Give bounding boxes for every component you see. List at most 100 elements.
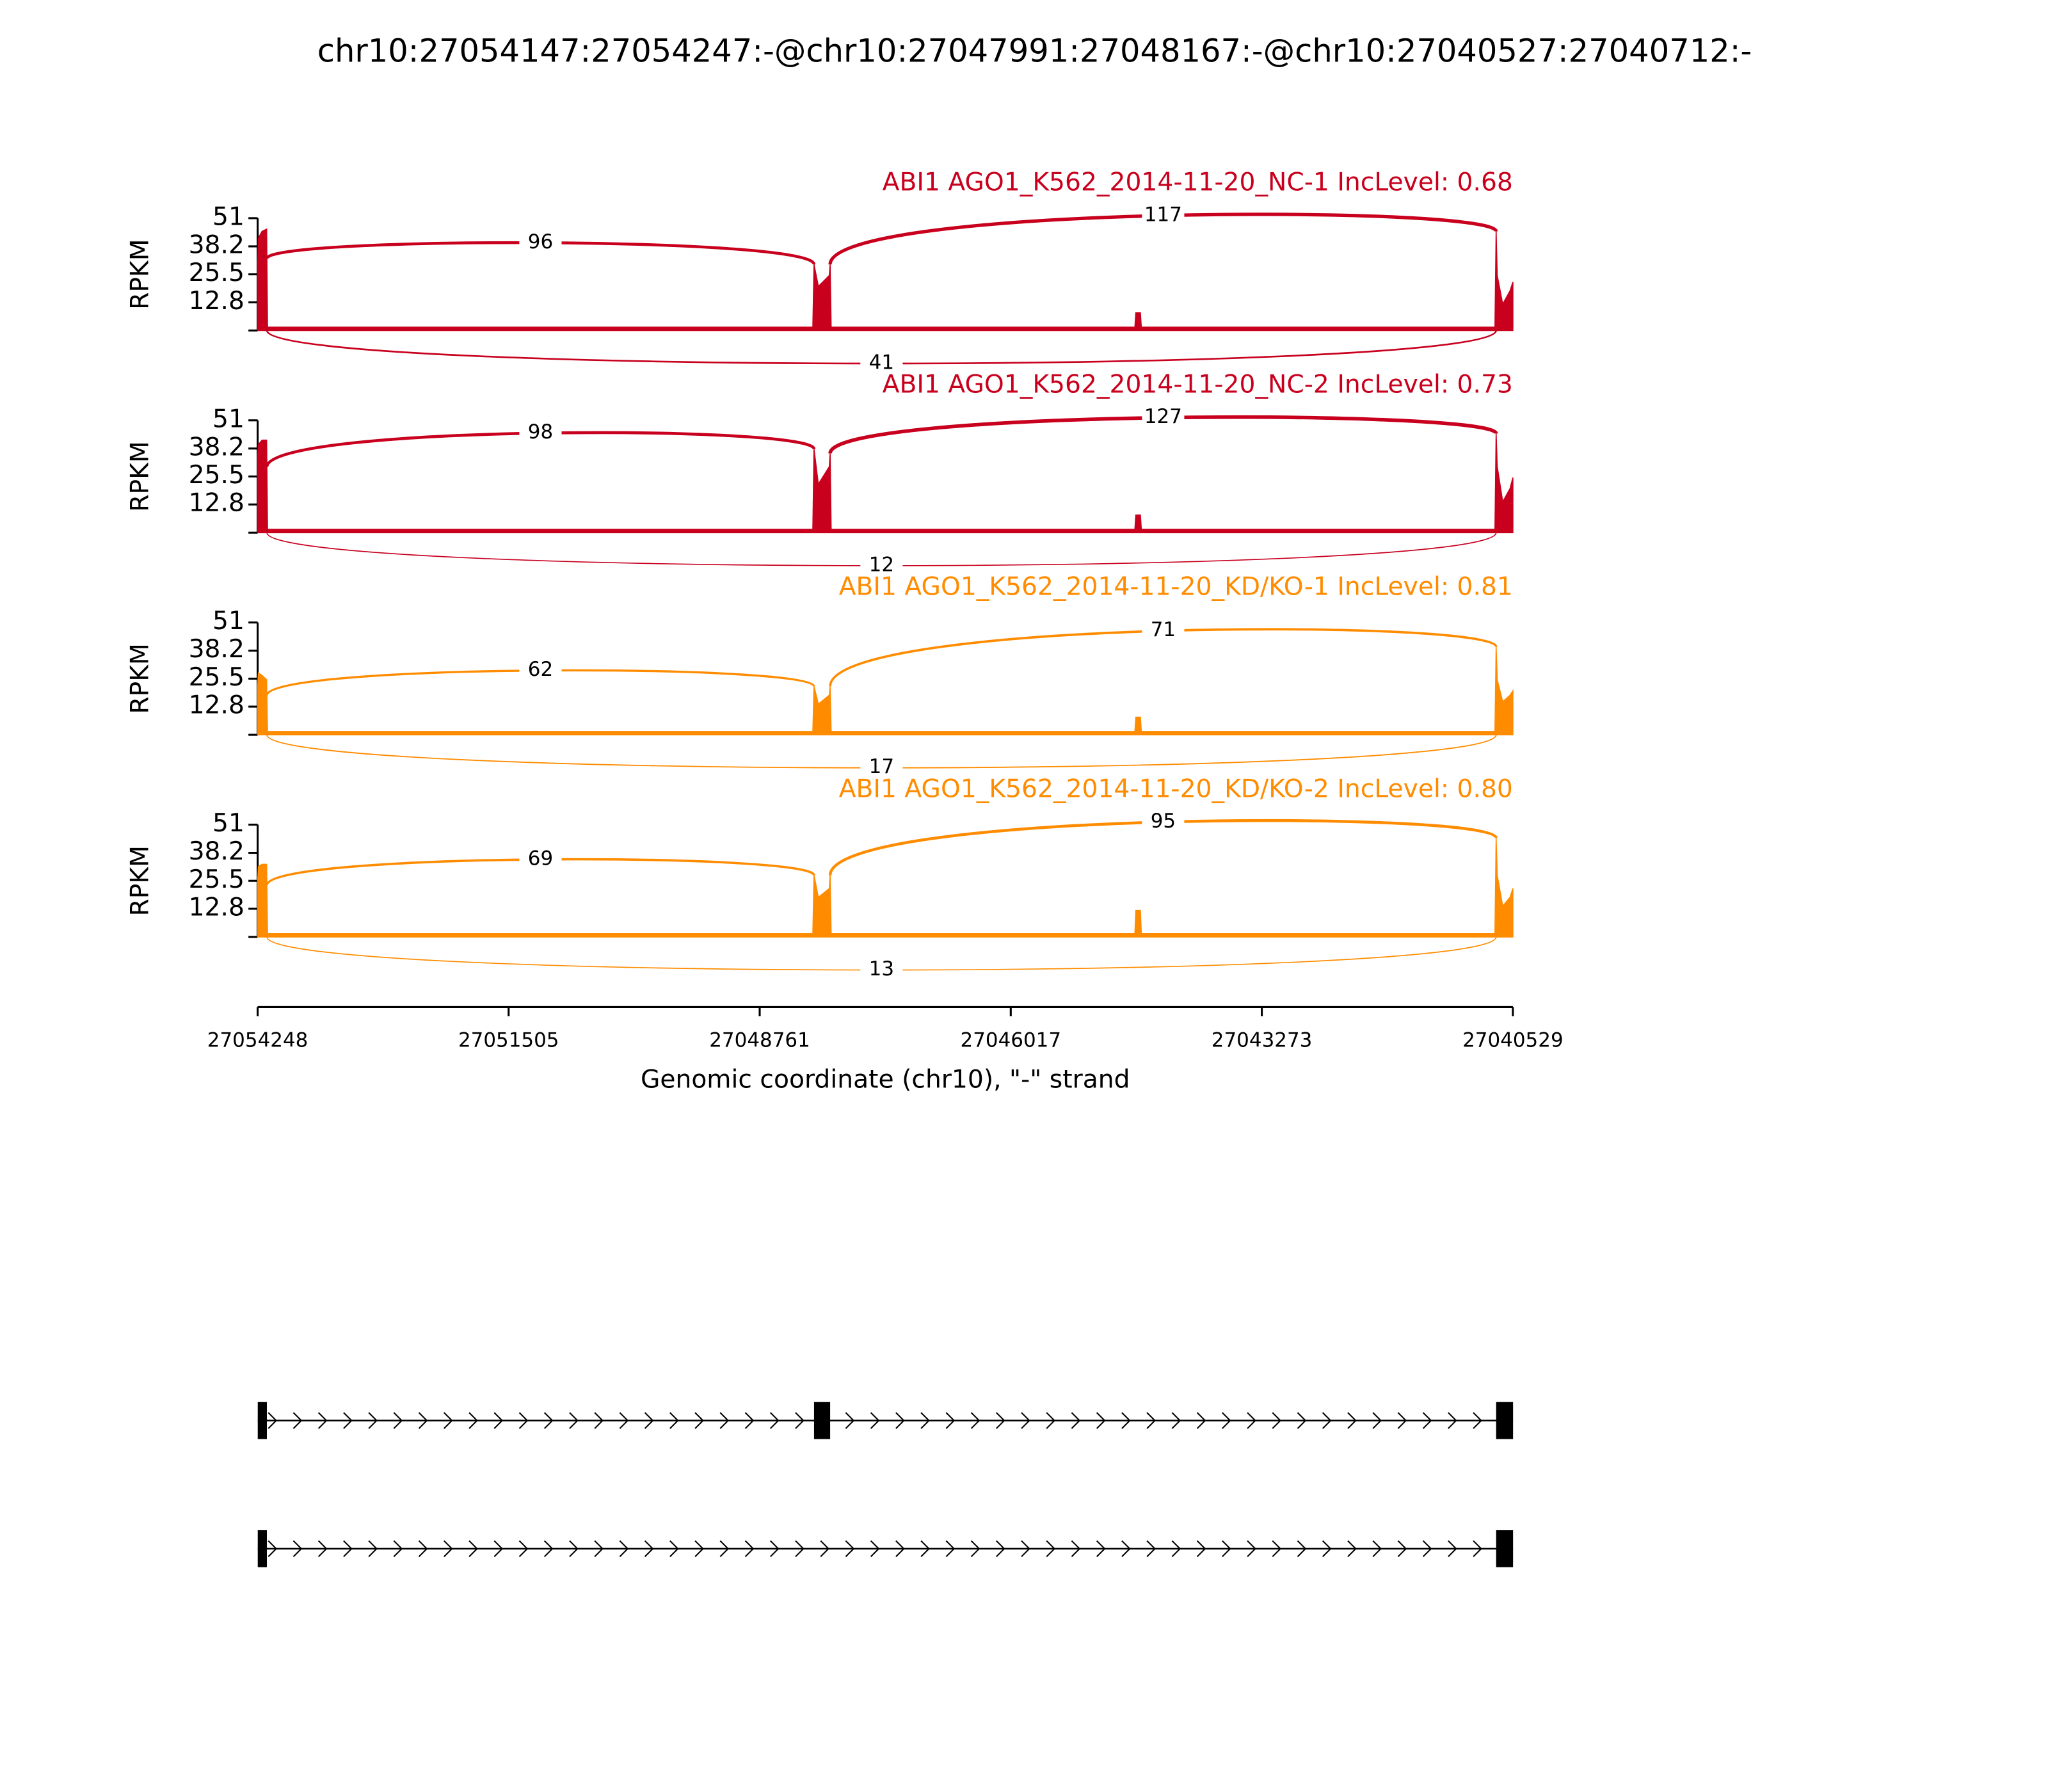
strand-arrow — [1046, 1412, 1056, 1429]
y-tick-label: 51 — [212, 404, 244, 433]
strand-arrow — [1222, 1412, 1231, 1429]
strand-arrow — [694, 1540, 704, 1557]
strand-arrow — [292, 1412, 303, 1429]
strand-arrow — [268, 1540, 278, 1557]
strand-arrow — [970, 1412, 980, 1429]
strand-arrow — [518, 1540, 529, 1557]
strand-arrow — [1021, 1540, 1030, 1557]
y-axis-label: RPKM — [125, 643, 154, 714]
coverage-area — [257, 228, 1514, 332]
junction-label-bg — [860, 353, 903, 374]
strand-arrow — [644, 1412, 654, 1429]
strand-arrow — [418, 1540, 428, 1557]
y-tick-label: 12.8 — [189, 893, 244, 922]
strand-arrow — [996, 1540, 1005, 1557]
y-tick-label: 51 — [212, 809, 244, 838]
junction-label-bg — [1142, 407, 1185, 429]
strand-arrow — [1322, 1412, 1332, 1429]
strand-arrow — [870, 1540, 880, 1557]
strand-arrow — [1121, 1540, 1131, 1557]
exon — [813, 1402, 831, 1439]
y-axis-label: RPKM — [125, 239, 154, 309]
y-tick-label: 38.2 — [189, 433, 244, 461]
junction-label: 95 — [1151, 810, 1176, 833]
junction-label: 41 — [869, 351, 894, 374]
junction-label-bg — [1142, 811, 1185, 833]
strand-arrow — [1121, 1412, 1131, 1429]
strand-arrow — [343, 1412, 353, 1429]
strand-arrow — [292, 1540, 303, 1557]
junction-label-bg — [519, 422, 562, 444]
junction-label: 69 — [528, 847, 553, 870]
strand-arrow — [1247, 1412, 1256, 1429]
strand-arrow — [1196, 1412, 1206, 1429]
strand-arrow — [444, 1540, 453, 1557]
junction-label-bg — [519, 232, 562, 253]
strand-arrow — [368, 1412, 378, 1429]
strand-arrow — [719, 1412, 730, 1429]
strand-arrow — [418, 1412, 428, 1429]
strand-arrow — [468, 1412, 478, 1429]
y-tick-label: 51 — [212, 607, 244, 636]
strand-arrow — [569, 1412, 579, 1429]
strand-arrow — [1297, 1412, 1307, 1429]
strand-arrow — [719, 1540, 730, 1557]
y-tick-label: 25.5 — [189, 259, 244, 287]
y-axis-label: RPKM — [125, 441, 154, 511]
strand-arrow — [970, 1540, 980, 1557]
y-tick-label: 51 — [212, 202, 244, 231]
strand-arrow — [945, 1412, 956, 1429]
y-tick-label: 25.5 — [189, 865, 244, 894]
coverage-area — [257, 838, 1514, 938]
strand-arrow — [795, 1412, 804, 1429]
junction-label-bg — [860, 555, 903, 577]
junction-label-bg — [860, 959, 903, 981]
strand-arrow — [268, 1412, 278, 1429]
strand-arrow — [1422, 1540, 1432, 1557]
strand-arrow — [694, 1412, 704, 1429]
strand-arrow — [1322, 1540, 1332, 1557]
strand-arrow — [468, 1540, 478, 1557]
junction-label-bg — [1142, 205, 1185, 227]
strand-arrow — [1222, 1540, 1231, 1557]
x-tick-label: 27043273 — [1212, 1029, 1313, 1052]
y-tick-label: 38.2 — [189, 230, 244, 259]
y-tick-label: 12.8 — [189, 691, 244, 720]
x-tick-label: 27054248 — [207, 1029, 308, 1052]
strand-arrow — [1397, 1540, 1407, 1557]
strand-arrow — [594, 1412, 604, 1429]
strand-arrow — [870, 1412, 880, 1429]
exon — [1496, 1402, 1514, 1439]
strand-arrow — [669, 1412, 679, 1429]
strand-arrow — [1096, 1412, 1106, 1429]
panel-label: ABI1 AGO1_K562_2014-11-20_NC-2 IncLevel:… — [883, 371, 1513, 399]
strand-arrow — [317, 1540, 328, 1557]
strand-arrow — [1397, 1412, 1407, 1429]
panel-label: ABI1 AGO1_K562_2014-11-20_KD/KO-1 IncLev… — [839, 572, 1513, 601]
strand-arrow — [569, 1540, 579, 1557]
strand-arrow — [1473, 1540, 1482, 1557]
strand-arrow — [543, 1540, 554, 1557]
strand-arrow — [1448, 1412, 1457, 1429]
y-tick-label: 12.8 — [189, 287, 244, 316]
junction-label-bg — [1142, 620, 1185, 642]
strand-arrow — [1046, 1540, 1056, 1557]
junction-label: 12 — [869, 553, 894, 576]
strand-arrow — [920, 1412, 930, 1429]
coverage-area — [257, 646, 1514, 735]
junction-label-bg — [519, 660, 562, 682]
strand-arrow — [1071, 1540, 1081, 1557]
y-tick-label: 38.2 — [189, 837, 244, 866]
strand-arrow — [669, 1540, 679, 1557]
strand-arrow — [820, 1540, 830, 1557]
junction-label: 117 — [1144, 203, 1182, 226]
junction-label: 62 — [528, 658, 553, 681]
panel-label: ABI1 AGO1_K562_2014-11-20_NC-1 IncLevel:… — [883, 168, 1513, 197]
strand-arrow — [393, 1540, 403, 1557]
strand-arrow — [1372, 1540, 1382, 1557]
strand-arrow — [1272, 1540, 1282, 1557]
y-tick-label: 12.8 — [189, 489, 244, 518]
strand-arrow — [1096, 1540, 1106, 1557]
y-axis-label: RPKM — [125, 845, 154, 916]
